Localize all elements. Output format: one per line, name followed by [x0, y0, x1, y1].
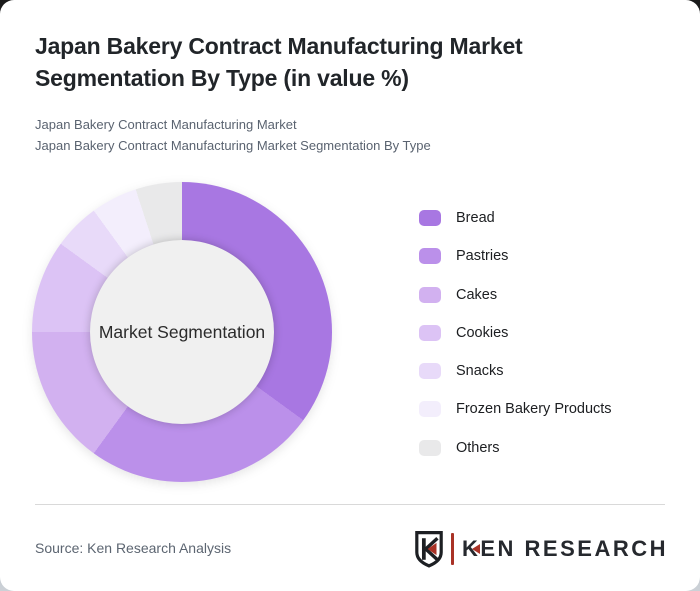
- logo-shield-icon: [415, 531, 443, 568]
- chart-legend: Bread Pastries Cakes Cookies Snacks Froz…: [419, 210, 612, 478]
- legend-item[interactable]: Bread: [419, 210, 612, 226]
- legend-swatch: [419, 324, 441, 341]
- donut-center: Market Segmentation: [90, 240, 274, 424]
- legend-swatch: [419, 401, 441, 418]
- logo-shield-red-triangle: [427, 542, 437, 556]
- footer-divider: [35, 504, 665, 505]
- legend-label: Frozen Bakery Products: [456, 401, 612, 418]
- legend-label: Pastries: [456, 248, 509, 265]
- legend-item[interactable]: Snacks: [419, 363, 612, 380]
- legend-item[interactable]: Others: [419, 439, 612, 456]
- logo-brand-text: KEN RESEARCH: [461, 536, 668, 561]
- legend-swatch: [419, 286, 441, 303]
- logo-k-accent-triangle: [471, 544, 480, 554]
- ken-research-logo[interactable]: KEN RESEARCH: [414, 529, 668, 569]
- legend-swatch: [419, 248, 441, 265]
- subtitle-line-2: Japan Bakery Contract Manufacturing Mark…: [35, 138, 431, 153]
- source-text: Source: Ken Research Analysis: [35, 540, 232, 556]
- subtitle-line-1: Japan Bakery Contract Manufacturing Mark…: [35, 117, 297, 132]
- legend-swatch: [419, 363, 441, 380]
- chart-title: Japan Bakery Contract Manufacturing Mark…: [35, 33, 523, 91]
- legend-label: Bread: [456, 210, 495, 226]
- legend-swatch: [419, 210, 441, 226]
- chart-subtitles: Japan Bakery Contract Manufacturing Mark…: [35, 114, 431, 156]
- legend-label: Cookies: [456, 324, 509, 341]
- donut-chart[interactable]: Market Segmentation: [32, 182, 332, 482]
- logo-divider-bar: [450, 533, 454, 565]
- legend-label: Snacks: [456, 363, 504, 380]
- legend-label: Cakes: [456, 286, 498, 303]
- legend-item[interactable]: Frozen Bakery Products: [419, 401, 612, 418]
- legend-item[interactable]: Cakes: [419, 286, 612, 303]
- donut-center-label: Market Segmentation: [98, 321, 266, 342]
- legend-swatch: [419, 439, 441, 456]
- legend-label: Others: [456, 439, 500, 456]
- legend-item[interactable]: Pastries: [419, 248, 612, 265]
- legend-item[interactable]: Cookies: [419, 324, 612, 341]
- logo-brand: KEN RESEARCH: [462, 536, 668, 562]
